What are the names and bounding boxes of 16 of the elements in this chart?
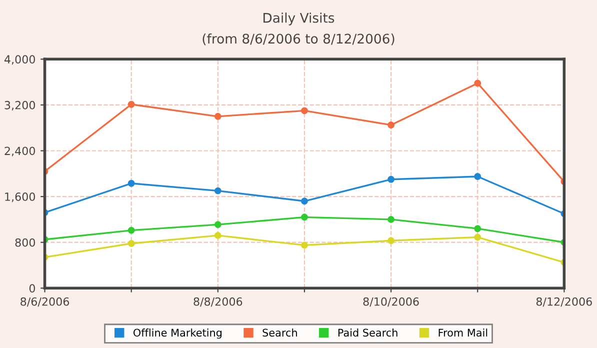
y-tick-label: 800 [15,238,36,247]
legend-label: From Mail [438,328,488,337]
chart-title: Daily Visits [264,12,334,26]
x-tick-label: 8/6/2006 [20,297,70,307]
y-tick-label: 2,400 [4,146,36,156]
y-tick-label: 3,200 [4,100,36,110]
legend-label: Search [262,328,297,337]
chart-subtitle: (from 8/6/2006 to 8/12/2006) [202,33,394,46]
y-tick-label: 1,600 [5,192,36,202]
y-tick-label: 0 [29,284,36,293]
x-tick-label: 8/8/2006 [194,297,242,307]
y-tick-label: 4,000 [4,55,36,65]
legend-label: Paid Search [338,328,398,337]
legend-label: Offline Marketing [133,328,222,339]
x-tick-label: 8/12/2006 [536,297,592,307]
x-tick-label: 8/10/2006 [363,297,419,307]
